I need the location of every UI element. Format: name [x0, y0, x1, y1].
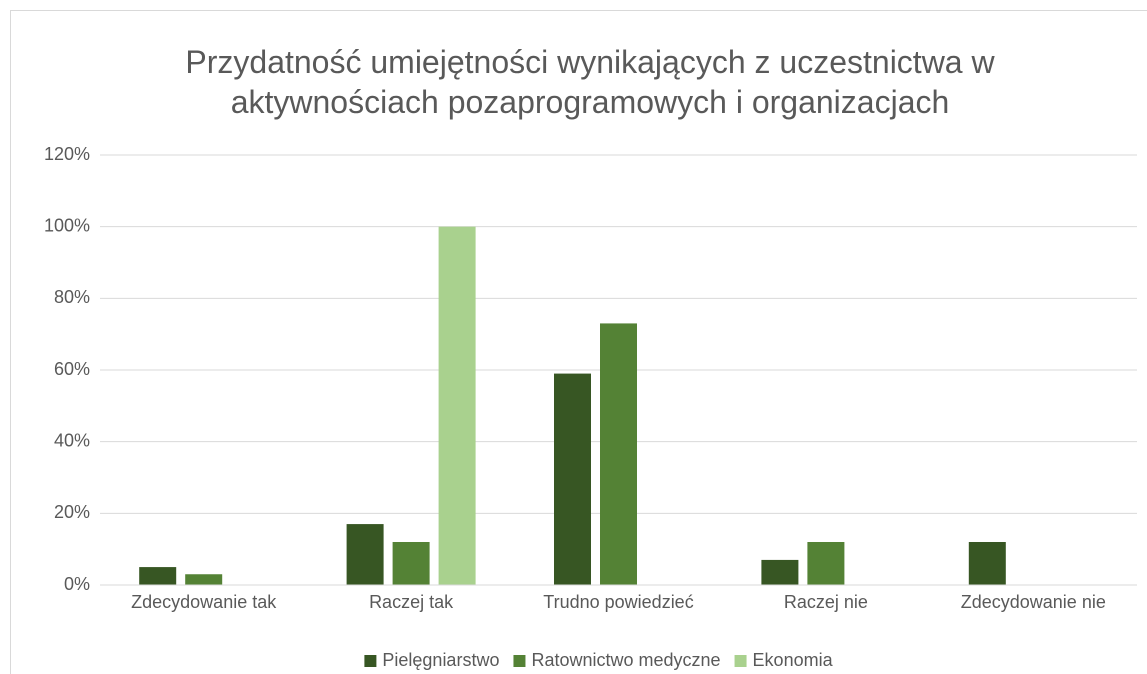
- x-tick-label: Raczej nie: [784, 592, 868, 612]
- legend-swatch: [734, 655, 747, 667]
- bar: [346, 524, 384, 585]
- x-tick-label: Zdecydowanie tak: [131, 592, 277, 612]
- legend-swatch: [364, 655, 377, 667]
- legend-label: Ratownictwo medyczne: [531, 650, 720, 670]
- bar: [139, 567, 177, 585]
- legend-label: Ekonomia: [753, 650, 834, 670]
- bar: [438, 226, 476, 585]
- bar: [185, 574, 223, 585]
- y-tick-label: 0%: [64, 574, 90, 594]
- bar: [807, 542, 845, 585]
- y-tick-label: 60%: [54, 359, 90, 379]
- bar: [761, 559, 799, 585]
- x-tick-label: Raczej tak: [369, 592, 454, 612]
- x-tick-label: Zdecydowanie nie: [961, 592, 1106, 612]
- bar: [392, 542, 430, 585]
- y-tick-label: 100%: [44, 215, 90, 235]
- bar: [968, 542, 1006, 585]
- y-tick-label: 20%: [54, 502, 90, 522]
- legend-label: Pielęgniarstwo: [382, 650, 499, 670]
- chart-border: [10, 10, 1147, 674]
- bar: [600, 323, 637, 585]
- bar: [554, 373, 591, 585]
- legend-swatch: [513, 655, 526, 667]
- chart-title: Przydatność umiejętności wynikających z …: [185, 44, 995, 120]
- x-tick-label: Trudno powiedzieć: [543, 592, 693, 612]
- y-tick-label: 80%: [54, 287, 90, 307]
- y-tick-label: 120%: [44, 144, 90, 164]
- y-tick-label: 40%: [54, 430, 90, 450]
